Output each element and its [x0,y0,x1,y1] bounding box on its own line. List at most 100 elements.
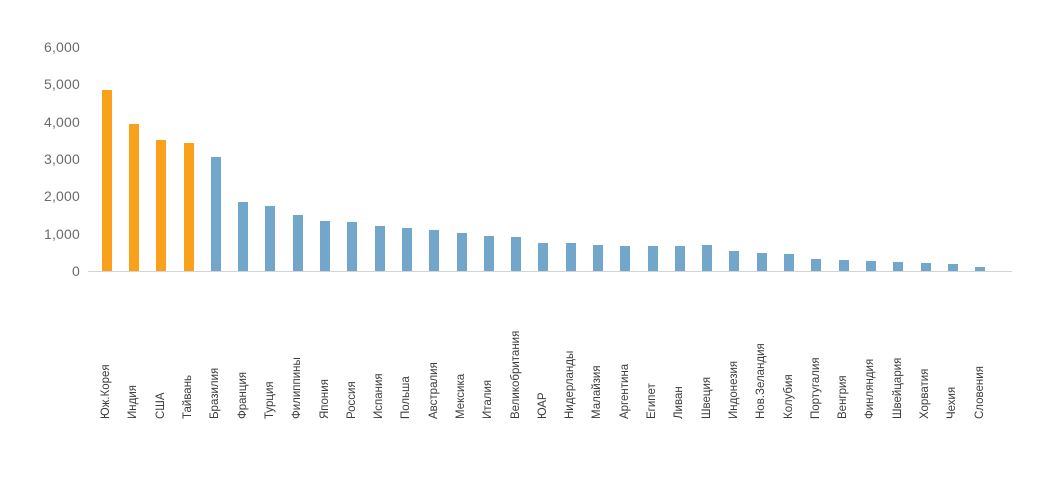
x-axis-label: Италия [482,379,495,419]
bar [565,243,576,271]
bar [865,260,876,271]
x-label-slot: США [148,272,175,432]
x-axis-label: Филиппины [291,357,304,419]
x-axis-label: Египет [646,383,659,419]
bar [838,260,849,271]
x-label-slot: Испания [366,272,393,432]
bar-slot [148,47,175,271]
x-label-slot: ЮАР [530,272,557,432]
bar [210,156,221,271]
x-label-slot: Австралия [421,272,448,432]
x-label-slot: Хорватия [912,272,939,432]
x-axis-label: Индия [127,385,140,419]
bar [401,228,412,271]
x-axis-label: Малайзия [591,365,604,419]
x-axis-label: Россия [345,381,358,419]
x-label-slot: Россия [339,272,366,432]
y-tick-label: 0 [72,263,80,279]
bar [893,261,904,271]
bar [156,140,167,271]
bar [265,206,276,271]
bar-slot [229,47,256,271]
x-axis-label: Япония [318,379,331,419]
x-axis-label: ЮАР [536,392,549,419]
bar-slot [775,47,802,271]
x-label-slot: Швейцария [885,272,912,432]
bar-slot [366,47,393,271]
bar-slot [557,47,584,271]
bar-slot [393,47,420,271]
bar-slot [694,47,721,271]
x-label-slot: Нидерланды [557,272,584,432]
x-label-slot: Италия [475,272,502,432]
bar [947,263,958,271]
bar-slot [748,47,775,271]
bar [811,259,822,271]
bar-slot [202,47,229,271]
bar [183,142,194,271]
bar [429,229,440,271]
x-label-slot: Турция [257,272,284,432]
x-label-slot: Бразилия [202,272,229,432]
bar [101,89,112,271]
x-axis-label: Хорватия [919,368,932,419]
bar [756,253,767,271]
bar-slot [885,47,912,271]
bar-slot [475,47,502,271]
bar [647,245,658,271]
x-axis-label: Великобритания [509,330,522,419]
x-label-slot: Индонезия [721,272,748,432]
bar-slot [284,47,311,271]
y-axis: 0 1,000 2,000 3,000 4,000 5,000 6,000 [0,0,80,479]
x-label-slot: Ливан [666,272,693,432]
x-axis-label: Венгрия [837,375,850,419]
bars-container [93,47,994,271]
bar [920,263,931,271]
bar [729,251,740,271]
y-tick-label: 3,000 [43,151,80,167]
x-label-slot: Португалия [803,272,830,432]
x-label-slot: Тайвань [175,272,202,432]
y-tick-label: 5,000 [43,76,80,93]
bar-slot [584,47,611,271]
x-label-slot: Финляндия [857,272,884,432]
x-axis-labels: Юж.Корея Индия США Тайвань Бразилия Франция Ту… [93,272,994,432]
bar-slot [257,47,284,271]
x-label-slot: Франция [229,272,256,432]
bar-slot [912,47,939,271]
x-label-slot: Аргентина [612,272,639,432]
x-label-slot: Великобритания [502,272,529,432]
x-axis-label: Тайвань [182,374,195,419]
x-label-slot: Филиппины [284,272,311,432]
bar-slot [721,47,748,271]
bar [538,243,549,271]
bar [674,246,685,271]
x-label-slot: Чехия [939,272,966,432]
x-label-slot: Юж.Корея [93,272,120,432]
x-axis-label: Ливан [673,386,686,419]
bar [483,235,494,271]
y-tick-label: 4,000 [43,113,80,130]
x-label-slot: Малайзия [584,272,611,432]
bar-slot [93,47,120,271]
bar [320,221,331,271]
x-label-slot: Мексика [448,272,475,432]
x-axis-label: Чехия [946,386,959,419]
bar-slot [448,47,475,271]
bar [592,244,603,271]
bar [456,232,467,271]
x-axis-label: Колубия [782,374,795,419]
bar-slot [939,47,966,271]
bar-slot [666,47,693,271]
x-axis-label: Юж.Корея [100,364,113,419]
x-axis-label: Турция [263,381,276,419]
x-label-slot: Япония [311,272,338,432]
x-axis-label: Швейцария [891,357,904,419]
bar-slot [421,47,448,271]
bar-slot [612,47,639,271]
bar-slot [803,47,830,271]
bar-slot [857,47,884,271]
x-label-slot: Швеция [694,272,721,432]
x-label-slot: Польша [393,272,420,432]
